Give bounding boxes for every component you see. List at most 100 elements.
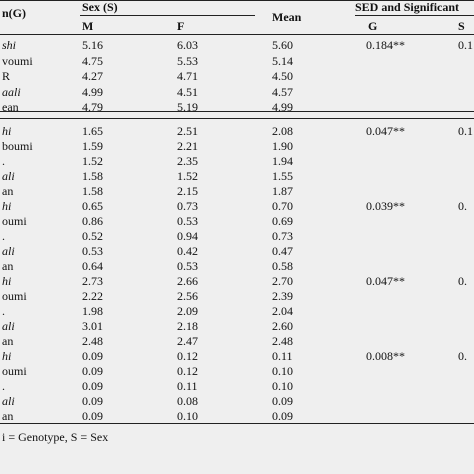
row-label: .	[2, 229, 5, 243]
row-label: .	[2, 154, 5, 168]
cell: 4.27	[82, 69, 103, 83]
cell: 5.53	[177, 53, 198, 68]
row-label: hi	[2, 199, 12, 213]
cell: 0.039**	[366, 199, 405, 213]
cell: 2.51	[177, 124, 198, 138]
cell: 0.65	[82, 199, 103, 213]
cell: 1.94	[272, 154, 293, 168]
cell: 2.60	[272, 319, 293, 333]
row-label: ali	[2, 394, 15, 408]
row-label: voumi	[2, 53, 33, 68]
cell: 4.99	[82, 84, 103, 99]
cell: 0.10	[272, 379, 293, 393]
cell: 0.08	[177, 394, 198, 408]
rule	[80, 15, 255, 16]
cell: 0.42	[177, 244, 198, 258]
row-label: oumi	[2, 214, 27, 228]
cell: 0.10	[177, 409, 198, 423]
cell: 4.79	[82, 100, 103, 114]
cell: 2.04	[272, 304, 293, 318]
cell: 0.09	[82, 379, 103, 393]
cell: 0.09	[82, 364, 103, 378]
sed-s-header: S	[458, 19, 465, 33]
rule	[0, 111, 474, 112]
cell: 0.73	[177, 199, 198, 213]
cell: 0.09	[272, 409, 293, 423]
cell: 1.58	[82, 184, 103, 198]
row-label: an	[2, 409, 14, 423]
cell: 0.47	[272, 244, 293, 258]
cell: 2.39	[272, 289, 293, 303]
cell: 2.18	[177, 319, 198, 333]
rule	[0, 0, 474, 1]
row-label: ali	[2, 319, 15, 333]
cell: 5.19	[177, 100, 198, 114]
cell: 5.14	[272, 53, 293, 68]
cell: 0.11	[272, 349, 293, 363]
row-label: hi	[2, 349, 12, 363]
cell: 0.1	[458, 38, 473, 52]
cell: 1.55	[272, 169, 293, 183]
mean-header: Mean	[272, 10, 302, 24]
cell: 0.64	[82, 259, 103, 273]
cell: 0.53	[82, 244, 103, 258]
cell: 1.98	[82, 304, 103, 318]
row-label: .	[2, 304, 5, 318]
cell: 2.47	[177, 334, 198, 348]
cell: 0.94	[177, 229, 198, 243]
cell: 0.047**	[366, 274, 405, 288]
cell: 4.75	[82, 53, 103, 68]
cell: 0.09	[82, 394, 103, 408]
cell: 0.10	[272, 364, 293, 378]
row-label: boumi	[2, 139, 33, 153]
cell: 0.73	[272, 229, 293, 243]
cell: 0.09	[272, 394, 293, 408]
row-label: hi	[2, 124, 12, 138]
sed-g-header: G	[368, 19, 378, 33]
cell: 0.	[458, 199, 467, 213]
row-label: an	[2, 334, 14, 348]
row-label: oumi	[2, 289, 27, 303]
cell: 2.08	[272, 124, 293, 138]
row-label: ali	[2, 244, 15, 258]
cell: 4.50	[272, 69, 293, 83]
row-label: an	[2, 184, 14, 198]
cell: 0.047**	[366, 124, 405, 138]
cell: 0.12	[177, 349, 198, 363]
row-label: shi	[2, 38, 17, 52]
cell: 0.53	[177, 214, 198, 228]
cell: 0.53	[177, 259, 198, 273]
sed-header: SED and Significant	[355, 0, 460, 14]
cell: 2.56	[177, 289, 198, 303]
cell: 4.99	[272, 100, 293, 114]
cell: 2.70	[272, 274, 293, 288]
rule	[0, 423, 474, 424]
cell: 0.09	[82, 409, 103, 423]
cell: 0.69	[272, 214, 293, 228]
cell: 1.59	[82, 139, 103, 153]
cell: 0.1	[458, 124, 473, 138]
cell: 4.51	[177, 84, 198, 99]
female-header: F	[177, 19, 185, 33]
cell: 0.09	[82, 349, 103, 363]
footnote: i = Genotype, S = Sex	[2, 430, 109, 444]
cell: 0.	[458, 274, 467, 288]
cell: 2.66	[177, 274, 198, 288]
cell: 2.22	[82, 289, 103, 303]
cell: 2.21	[177, 139, 198, 153]
row-label: an	[2, 259, 14, 273]
row-label: ean	[2, 100, 19, 114]
cell: 2.09	[177, 304, 198, 318]
male-header: M	[82, 19, 94, 33]
cell: 1.52	[82, 154, 103, 168]
cell: 5.60	[272, 38, 293, 52]
cell: 0.86	[82, 214, 103, 228]
sex-header: Sex (S)	[82, 0, 118, 14]
cell: 3.01	[82, 319, 103, 333]
row-label: hi	[2, 274, 12, 288]
cell: 1.90	[272, 139, 293, 153]
rule	[0, 34, 474, 35]
cell: 0.58	[272, 259, 293, 273]
cell: 2.15	[177, 184, 198, 198]
genotype-header: n(G)	[2, 6, 26, 20]
